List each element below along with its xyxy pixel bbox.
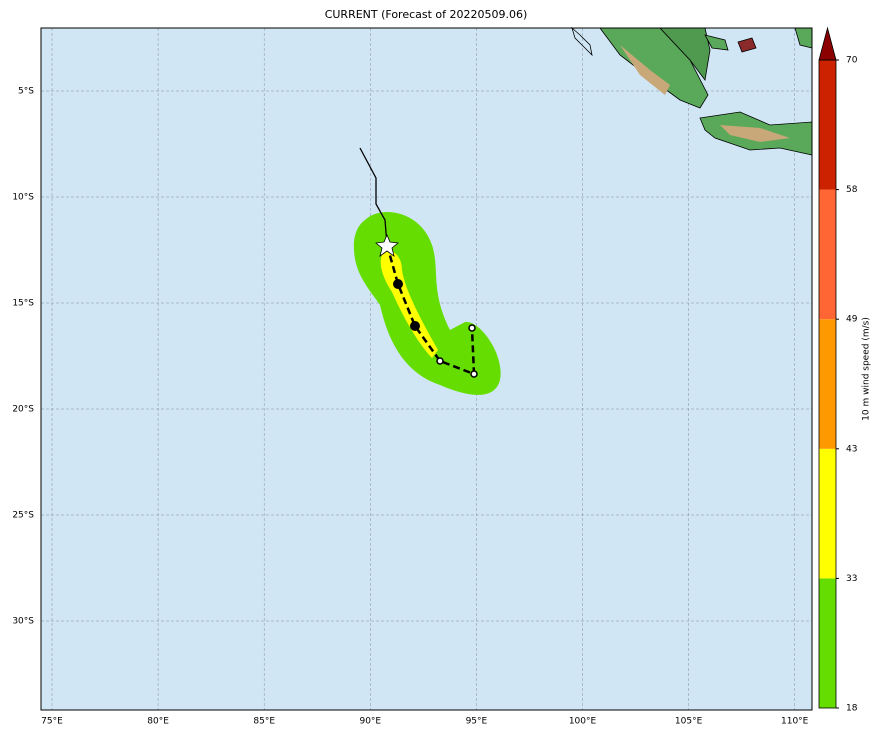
colorbar-segment xyxy=(819,578,836,708)
colorbar-tick-label: 33 xyxy=(846,574,857,584)
colorbar: 18 33 43 49 58 70 xyxy=(818,26,858,714)
lat-label: 30°S xyxy=(12,617,34,627)
colorbar-frame xyxy=(818,59,837,709)
colorbar-tick-label: 18 xyxy=(846,704,858,714)
colorbar-segment xyxy=(819,448,836,579)
colorbar-segment xyxy=(819,60,836,190)
colorbar-label: 10 m wind speed (m/s) xyxy=(862,317,872,421)
lat-label: 25°S xyxy=(12,511,34,521)
lon-label: 90°E xyxy=(359,717,381,727)
track xyxy=(359,147,478,378)
title: CURRENT (Forecast of 20220509.06) xyxy=(325,8,528,21)
lon-label: 85°E xyxy=(253,717,275,727)
lon-label: 100°E xyxy=(569,717,597,727)
colorbar-tick-label: 43 xyxy=(846,444,857,454)
lon-label: 95°E xyxy=(466,717,488,727)
map-frame xyxy=(40,27,813,711)
colorbar-tick-label: 49 xyxy=(846,315,858,325)
colorbar-tick-label: 70 xyxy=(846,56,858,66)
lat-label: 15°S xyxy=(12,299,34,309)
land xyxy=(571,26,813,156)
lat-label: 10°S xyxy=(12,193,34,203)
lon-label: 110°E xyxy=(781,717,809,727)
colorbar-extension xyxy=(818,26,837,61)
colorbar-tick-label: 58 xyxy=(846,185,858,195)
lat-label: 5°S xyxy=(18,87,34,97)
lat-label: 20°S xyxy=(12,405,34,415)
lon-label: 105°E xyxy=(675,717,703,727)
colorbar-segment xyxy=(819,319,836,449)
lon-label: 75°E xyxy=(41,717,63,727)
colorbar-segment xyxy=(819,189,836,320)
lon-label: 80°E xyxy=(147,717,169,727)
